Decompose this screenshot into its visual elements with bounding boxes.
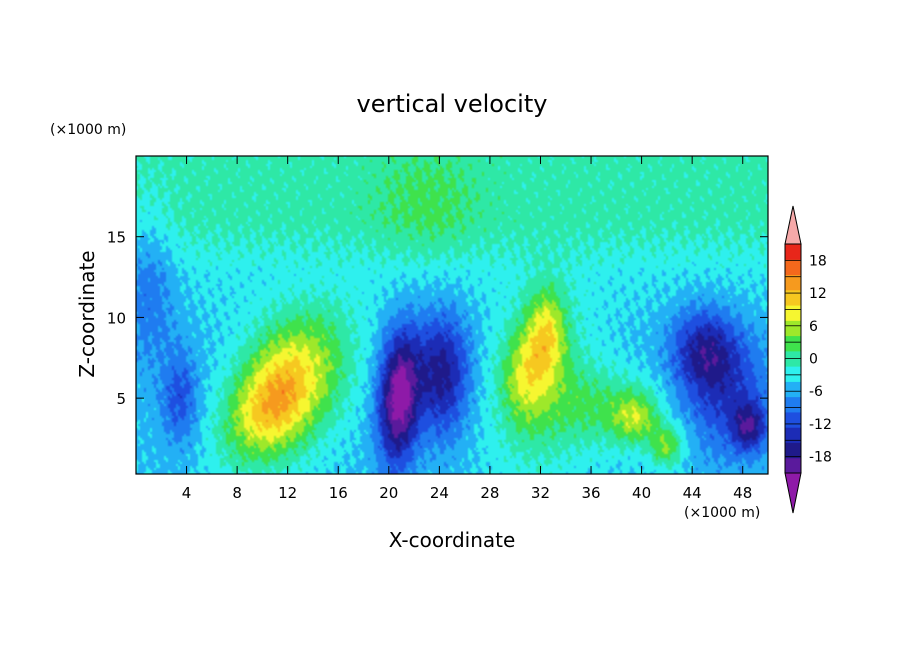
x-unit-label: (×1000 m) bbox=[684, 505, 760, 521]
colorbar-tick-label: -6 bbox=[809, 384, 823, 400]
colorbar-tick-label: 12 bbox=[809, 286, 827, 302]
colorbar-over-triangle bbox=[784, 205, 802, 245]
colorbar-bin bbox=[785, 305, 801, 321]
colorbar: 18 12 6 0 -6 -12 -18 bbox=[784, 205, 832, 514]
y-axis-label: Z-coordinate bbox=[75, 250, 99, 377]
colorbar-bin bbox=[785, 442, 801, 459]
y-tick-label: 5 bbox=[116, 390, 126, 408]
colorbar-tick-label: 6 bbox=[809, 319, 818, 335]
x-tick-label: 32 bbox=[531, 484, 550, 502]
colorbar-bin bbox=[785, 259, 801, 276]
x-tick-label: 4 bbox=[182, 484, 192, 502]
y-tick-label: 15 bbox=[107, 229, 126, 247]
x-tick-label: 16 bbox=[329, 484, 348, 502]
colorbar-bin bbox=[785, 457, 801, 474]
y-axis-ticks: 5 10 15 bbox=[107, 229, 768, 408]
colorbar-bin bbox=[785, 427, 801, 443]
x-tick-label: 24 bbox=[430, 484, 449, 502]
y-unit-label: (×1000 m) bbox=[50, 122, 126, 138]
colorbar-bin bbox=[785, 335, 801, 352]
colorbar-bin bbox=[785, 289, 801, 306]
colorbar-tick-label: -18 bbox=[809, 450, 832, 466]
x-axis-ticks: 4 8 12 16 20 24 28 32 36 40 44 48 bbox=[182, 156, 752, 502]
colorbar-bin bbox=[785, 381, 801, 398]
chart-title: vertical velocity bbox=[357, 90, 548, 118]
y-tick-label: 10 bbox=[107, 309, 126, 327]
x-tick-label: 12 bbox=[278, 484, 297, 502]
x-tick-label: 48 bbox=[733, 484, 752, 502]
velocity-field bbox=[136, 156, 768, 474]
plot-frame bbox=[135, 155, 769, 475]
x-tick-label: 36 bbox=[581, 484, 600, 502]
x-tick-label: 20 bbox=[379, 484, 398, 502]
colorbar-bin bbox=[785, 366, 801, 382]
colorbar-tick-label: 0 bbox=[809, 352, 818, 368]
x-tick-label: 8 bbox=[232, 484, 242, 502]
colorbar-bin bbox=[785, 320, 801, 337]
colorbar-bin bbox=[785, 396, 801, 413]
colorbar-under-triangle bbox=[784, 472, 802, 514]
x-tick-label: 44 bbox=[683, 484, 702, 502]
colorbar-tick-label: -12 bbox=[809, 417, 832, 433]
x-tick-label: 40 bbox=[632, 484, 651, 502]
x-tick-label: 28 bbox=[480, 484, 499, 502]
colorbar-tick-label: 18 bbox=[809, 253, 827, 269]
colorbar-bin bbox=[785, 244, 801, 260]
colorbar-bin bbox=[785, 411, 801, 428]
x-axis-label: X-coordinate bbox=[389, 528, 516, 552]
colorbar-bin bbox=[785, 274, 801, 291]
